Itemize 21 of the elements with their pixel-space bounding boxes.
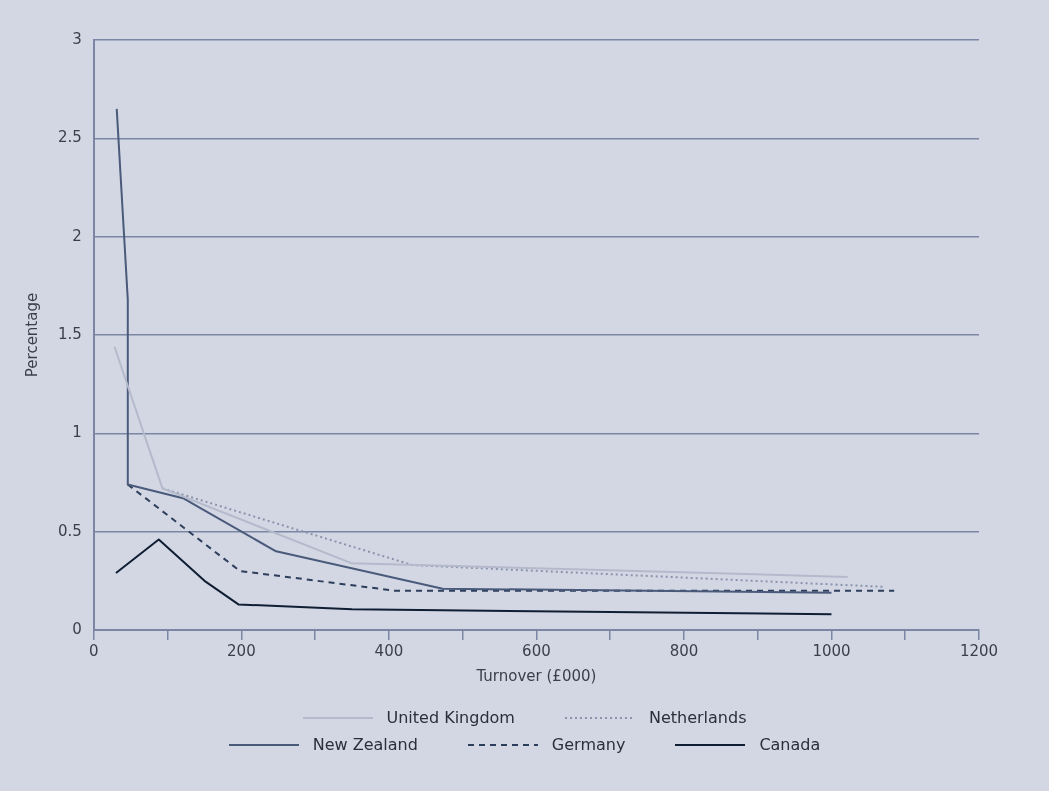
- y-axis-title: Percentage: [22, 292, 41, 378]
- y-tick-label: 0: [72, 619, 82, 638]
- y-tick-label: 1.5: [58, 324, 82, 343]
- legend-label: Netherlands: [648, 708, 747, 727]
- y-tick-label: 2.5: [58, 128, 82, 147]
- x-tick-label: 0: [89, 641, 99, 660]
- y-tick-label: 2: [72, 226, 82, 245]
- x-tick-label: 1000: [812, 641, 851, 660]
- legend-label: Germany: [551, 735, 626, 754]
- x-axis-title: Turnover (£000): [475, 666, 597, 685]
- legend-label: Canada: [759, 735, 821, 754]
- x-tick-label: 200: [227, 641, 256, 660]
- y-tick-label: 3: [72, 29, 82, 48]
- y-tick-label: 0.5: [58, 521, 82, 540]
- x-tick-label: 1200: [959, 641, 999, 660]
- legend-label: New Zealand: [312, 735, 418, 754]
- y-tick-label: 1: [72, 423, 82, 442]
- x-tick-label: 800: [669, 641, 699, 660]
- x-tick-label: 600: [522, 641, 551, 660]
- x-tick-label: 400: [374, 641, 404, 660]
- legend-label: United Kingdom: [386, 708, 515, 727]
